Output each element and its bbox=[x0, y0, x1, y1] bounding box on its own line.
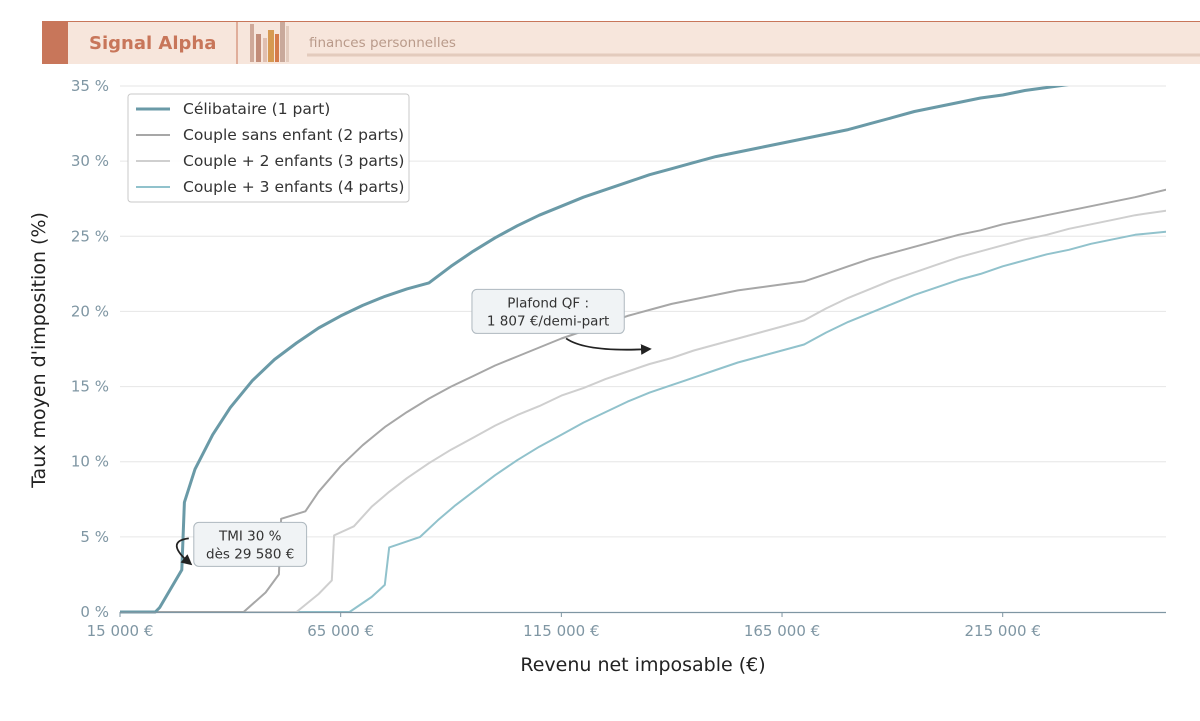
y-tick-label: 5 % bbox=[80, 528, 109, 546]
annotation-text: TMI 30 % bbox=[218, 528, 282, 544]
y-tick-label: 20 % bbox=[71, 302, 109, 320]
x-tick-label: 115 000 € bbox=[523, 622, 599, 640]
annotation-qf: Plafond QF : 1 807 €/demi-part bbox=[471, 288, 652, 355]
logo-bar bbox=[263, 38, 267, 62]
legend-label: Couple sans enfant (2 parts) bbox=[183, 126, 404, 144]
logo-icon bbox=[250, 22, 289, 62]
y-tick-label: 30 % bbox=[71, 152, 109, 170]
logo-bar bbox=[268, 30, 274, 62]
tagline: finances personnelles bbox=[309, 35, 456, 51]
y-axis-ticks: 0 % 5 % 10 % 15 % 20 % 25 % 30 % 35 % bbox=[71, 77, 109, 621]
legend: Célibataire (1 part) Couple sans enfant (… bbox=[127, 93, 410, 203]
annotation-text: dès 29 580 € bbox=[206, 546, 294, 562]
legend-label: Couple + 2 enfants (3 parts) bbox=[183, 152, 404, 170]
annotation-box bbox=[471, 288, 625, 334]
annotation-box bbox=[193, 521, 308, 567]
brand-name: Signal Alpha bbox=[89, 33, 216, 54]
logo-bar bbox=[275, 34, 279, 62]
legend-label: Célibataire (1 part) bbox=[183, 100, 330, 118]
x-tick-label: 215 000 € bbox=[965, 622, 1041, 640]
x-tick-label: 65 000 € bbox=[307, 622, 374, 640]
logo-bar bbox=[256, 34, 261, 62]
x-tick-label: 15 000 € bbox=[87, 622, 154, 640]
legend-label: Couple + 3 enfants (4 parts) bbox=[183, 178, 404, 196]
annotation-tmi: TMI 30 % dès 29 580 € bbox=[175, 521, 308, 567]
logo-bar bbox=[250, 24, 254, 62]
x-tick-label: 165 000 € bbox=[744, 622, 820, 640]
logo-bar bbox=[286, 26, 289, 62]
header-accent-bar bbox=[42, 21, 68, 64]
series-line bbox=[120, 209, 1166, 613]
y-tick-label: 15 % bbox=[71, 378, 109, 396]
y-tick-label: 0 % bbox=[80, 603, 109, 621]
annotation-text: 1 807 €/demi-part bbox=[487, 313, 609, 329]
header: Signal Alpha finances personnelles bbox=[42, 21, 1200, 64]
header-background bbox=[42, 21, 1200, 64]
x-axis-title: Revenu net imposable (€) bbox=[520, 654, 765, 676]
y-tick-label: 25 % bbox=[71, 227, 109, 245]
series-line bbox=[120, 188, 1166, 613]
y-axis-title: Taux moyen d'imposition (%) bbox=[28, 212, 50, 489]
logo-bar bbox=[280, 22, 285, 62]
y-tick-label: 10 % bbox=[71, 453, 109, 471]
series-layer bbox=[120, 86, 1166, 614]
series-line bbox=[120, 230, 1166, 613]
series-line bbox=[120, 86, 1070, 614]
annotation-text: Plafond QF : bbox=[507, 295, 589, 311]
annotation-arrow bbox=[565, 337, 652, 355]
x-axis-ticks: 15 000 € 65 000 € 115 000 € 165 000 € 215 00… bbox=[87, 612, 1041, 640]
y-tick-label: 35 % bbox=[71, 77, 109, 95]
legend-box bbox=[127, 93, 410, 203]
annotation-arrow bbox=[175, 537, 193, 566]
annotations: TMI 30 % dès 29 580 € Plafond QF : 1 807 €/… bbox=[175, 288, 652, 567]
